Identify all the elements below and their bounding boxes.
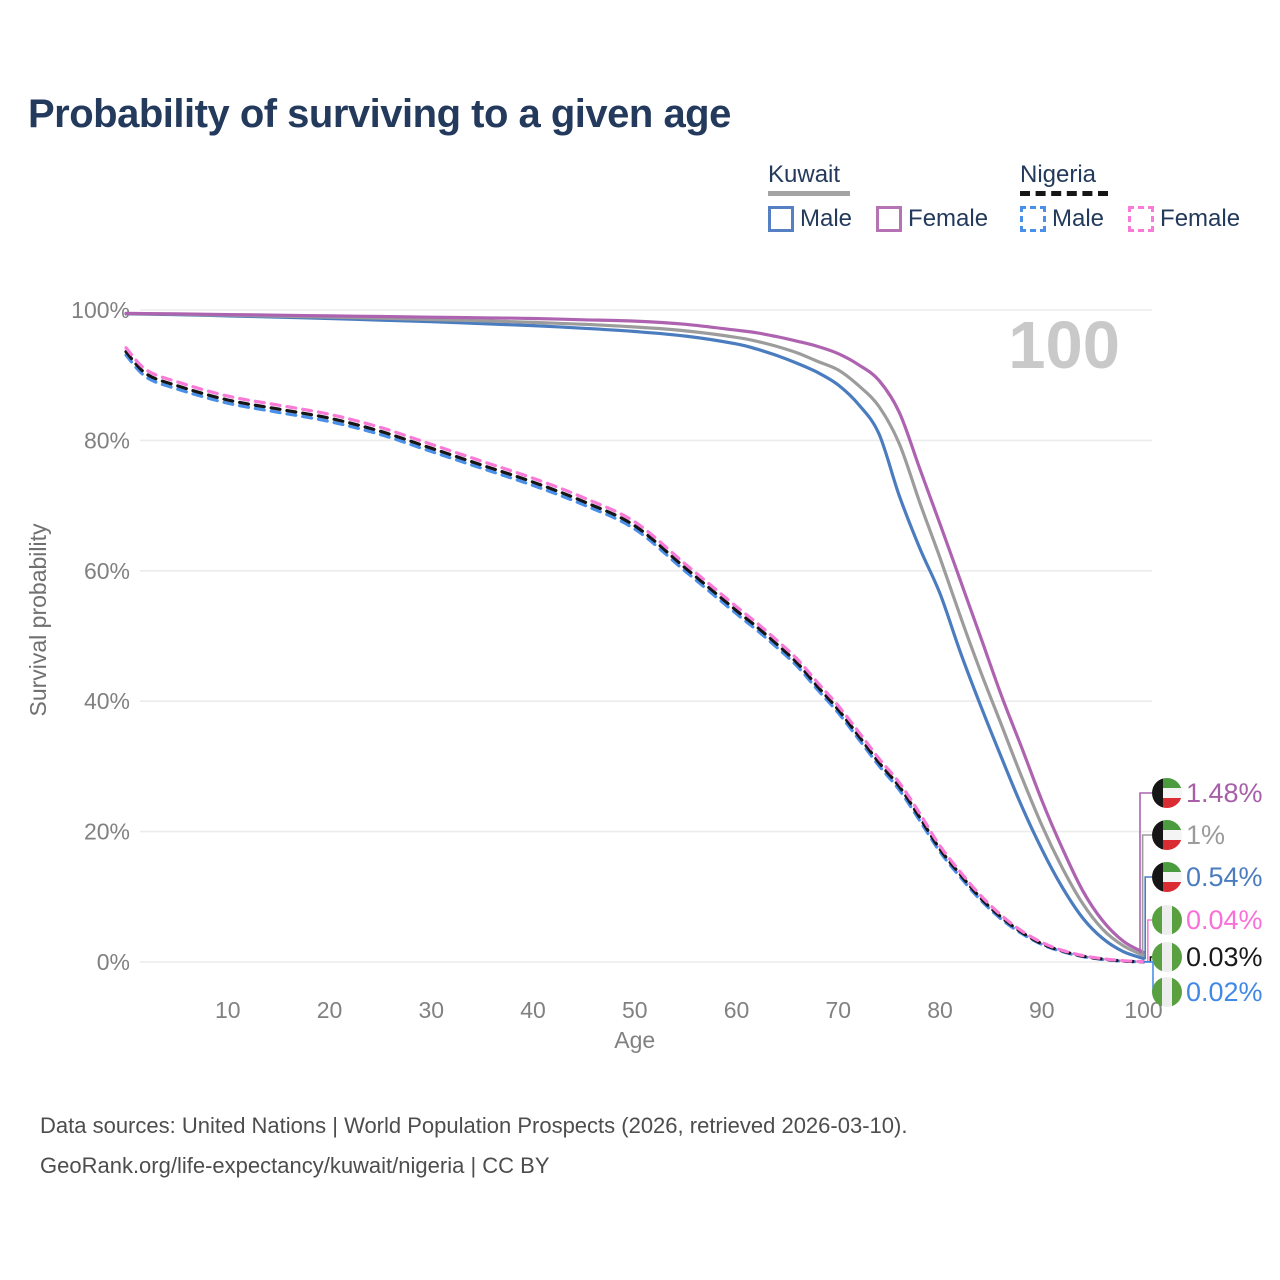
end-label-nigeria-female: 0.04%	[1186, 905, 1263, 935]
series-nigeria-total[interactable]	[124, 350, 1146, 964]
kuwait-flag-icon	[1152, 820, 1182, 850]
end-label-kuwait-male: 0.54%	[1186, 862, 1263, 892]
nigeria-line-style-swatch	[1020, 191, 1108, 196]
legend-item-kuwait-female[interactable]: Female	[876, 205, 988, 233]
data-sources-line: Data sources: United Nations | World Pop…	[40, 1113, 908, 1138]
x-tick-label: 90	[1029, 997, 1055, 1023]
attribution-line: GeoRank.org/life-expectancy/kuwait/niger…	[40, 1153, 550, 1178]
leader-kuwait-female	[1139, 792, 1152, 954]
kuwait-male-swatch	[768, 206, 794, 232]
footer: Data sources: United Nations | World Pop…	[40, 1106, 907, 1186]
x-tick-label: 40	[520, 997, 546, 1023]
end-label-kuwait-total: 1%	[1186, 820, 1225, 850]
legend-item-nigeria-female[interactable]: Female	[1128, 205, 1240, 233]
nigeria-flag-icon	[1152, 942, 1182, 972]
series-nigeria-male[interactable]	[124, 353, 1146, 964]
y-axis-title: Survival probability	[25, 523, 51, 717]
x-tick-label: 50	[622, 997, 648, 1023]
end-label-nigeria-total: 0.03%	[1186, 942, 1263, 972]
x-tick-label: 70	[825, 997, 851, 1023]
series-nigeria-female[interactable]	[124, 346, 1146, 964]
kuwait-line-style-swatch	[768, 191, 850, 196]
nigeria-male-label: Male	[1052, 205, 1105, 232]
leader-kuwait-male	[1143, 876, 1152, 960]
legend-group-nigeria: Nigeria Male Female	[1020, 162, 1264, 233]
x-axis-title: Age	[614, 1027, 655, 1053]
leader-kuwait-total	[1141, 834, 1152, 957]
page-title: Probability of surviving to a given age	[28, 92, 731, 136]
legend-kuwait-items: Male Female	[768, 205, 1012, 233]
nigeria-female-label: Female	[1160, 205, 1241, 232]
nigeria-female-swatch	[1128, 206, 1155, 232]
kuwait-flag-icon	[1152, 778, 1182, 808]
y-tick-label: 20%	[84, 819, 130, 845]
y-tick-label: 60%	[84, 558, 130, 584]
y-tick-label: 80%	[84, 427, 130, 453]
series-kuwait-female[interactable]	[124, 311, 1146, 954]
legend-item-nigeria-male[interactable]: Male	[1020, 205, 1104, 233]
x-tick-label: 30	[418, 997, 444, 1023]
legend-kuwait-title: Kuwait	[768, 161, 841, 188]
age-watermark: 100	[1008, 308, 1120, 383]
kuwait-male-label: Male	[800, 205, 853, 232]
end-label-kuwait-female: 1.48%	[1186, 778, 1263, 808]
legend-group-kuwait: Kuwait Male Female	[768, 162, 1012, 233]
nigeria-flag-icon	[1152, 977, 1182, 1007]
kuwait-female-label: Female	[908, 205, 989, 232]
end-label-nigeria-male: 0.02%	[1186, 977, 1263, 1007]
kuwait-female-swatch	[876, 206, 903, 232]
leader-nigeria-male	[1143, 961, 1154, 993]
legend-item-kuwait-male[interactable]: Male	[768, 205, 852, 233]
x-tick-label: 80	[927, 997, 953, 1023]
x-tick-label: 60	[724, 997, 750, 1023]
nigeria-flag-icon	[1152, 905, 1182, 935]
y-tick-label: 40%	[84, 688, 130, 714]
y-tick-label: 100%	[71, 297, 130, 323]
series-kuwait-male[interactable]	[124, 312, 1146, 961]
legend-nigeria-items: Male Female	[1020, 205, 1264, 233]
nigeria-male-swatch	[1020, 206, 1046, 232]
y-tick-label: 0%	[97, 949, 130, 975]
kuwait-flag-icon	[1152, 862, 1182, 892]
legend-nigeria-title: Nigeria	[1020, 161, 1097, 188]
x-tick-label: 20	[317, 997, 343, 1023]
x-tick-label: 10	[215, 997, 241, 1023]
